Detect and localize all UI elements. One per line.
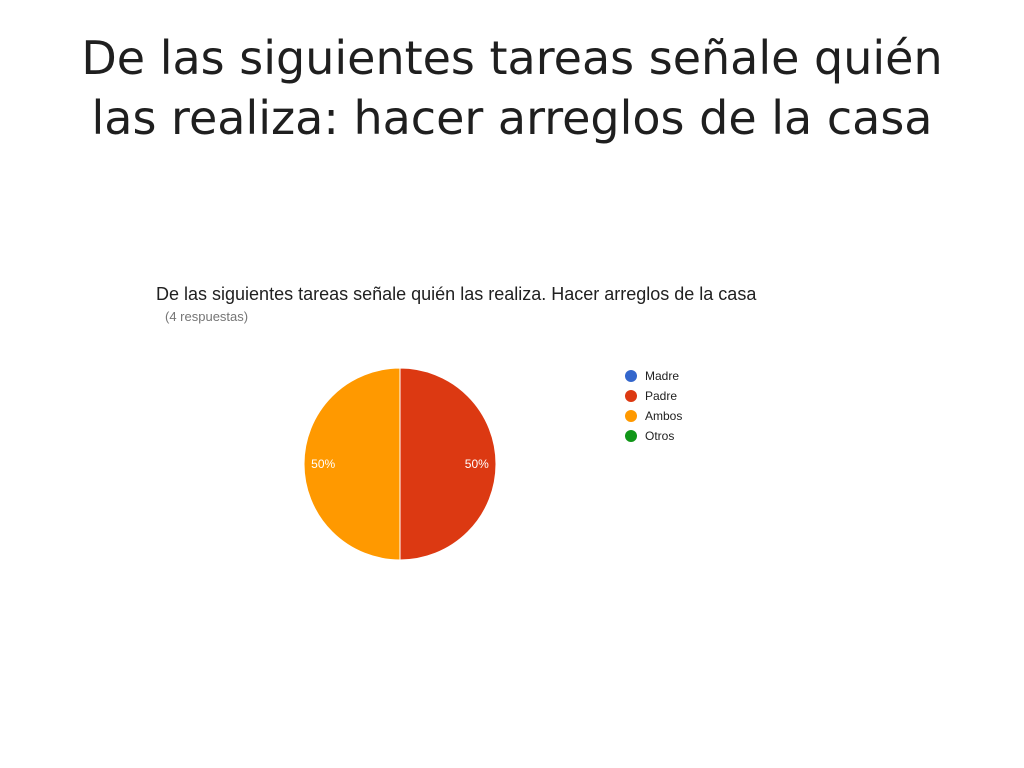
legend-swatch-ambos [625, 410, 637, 422]
slide-title-line-2: las realiza: hacer arreglos de la casa [91, 91, 933, 145]
pie-svg: 50% 50% [303, 367, 497, 561]
slide-title-line-1: De las siguientes tareas señale quién [81, 31, 943, 85]
pie-label-ambos: 50% [311, 457, 335, 471]
legend-swatch-madre [625, 370, 637, 382]
pie-slice-padre [399, 367, 497, 561]
legend-item-padre: Padre [625, 386, 682, 406]
pie-label-padre: 50% [465, 457, 489, 471]
chart-legend: Madre Padre Ambos Otros [625, 366, 682, 446]
pie-slice-ambos [303, 367, 401, 561]
legend-label: Madre [645, 369, 680, 383]
legend-item-ambos: Ambos [625, 406, 682, 426]
legend-item-madre: Madre [625, 366, 682, 386]
legend-swatch-otros [625, 430, 637, 442]
slide-title: De las siguientes tareas señale quién la… [40, 28, 984, 148]
chart-title: De las siguientes tareas señale quién la… [156, 284, 757, 304]
chart-subtitle: (4 respuestas) [165, 309, 249, 324]
legend-label: Ambos [645, 409, 683, 423]
legend-swatch-padre [625, 390, 637, 402]
pie-chart: De las siguientes tareas señale quién la… [150, 278, 890, 578]
legend-label: Padre [645, 389, 678, 403]
legend-item-otros: Otros [625, 426, 682, 446]
legend-label: Otros [645, 429, 675, 443]
